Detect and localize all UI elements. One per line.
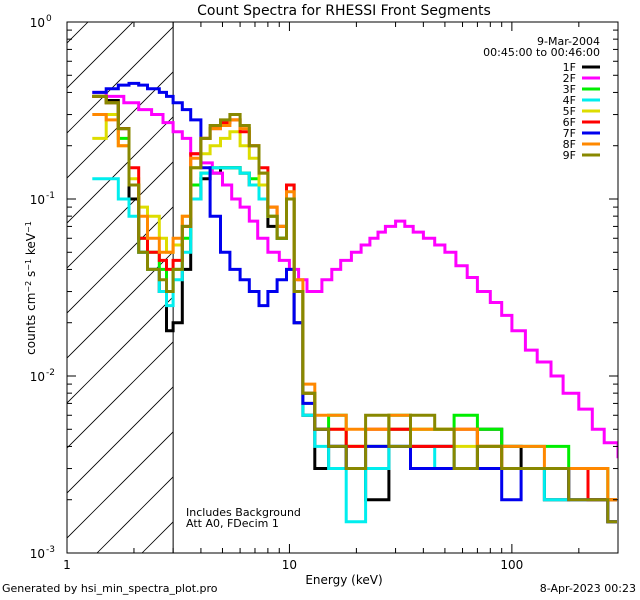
x-axis-ticks: 1 10 100 [63,22,619,572]
generated-by-note: Generated by hsi_min_spectra_plot.pro [2,582,218,595]
hatch-line [96,476,174,553]
series-6F [92,94,617,502]
legend-label-9F: 9F [563,149,576,162]
series-1F [92,94,617,524]
y-tick-label: 10 [30,193,45,207]
hatch-line [67,206,174,314]
y-tick-exponent: -3 [46,545,55,555]
hatch-line [67,386,174,494]
annotation-text: Att A0, FDecim 1 [186,517,279,530]
legend-label-2F: 2F [563,72,576,85]
y-tick-exponent: -1 [46,191,55,201]
series-3F [92,94,617,502]
series-7F [92,81,617,524]
y-tick-label: 10 [30,370,45,384]
legend-label-4F: 4F [563,94,576,107]
legend-label-7F: 7F [563,127,576,140]
hatch-line [67,296,174,404]
x-axis-label: Energy (keV) [305,573,382,587]
footer-timestamp: 8-Apr-2023 00:23 [539,582,636,595]
legend-time-range: 00:45:00 to 00:46:00 [483,46,600,59]
hatch-line [67,161,174,269]
hatch-line [67,22,134,89]
x-tick-label: 10 [282,558,297,572]
y-tick-label: 10 [30,547,45,561]
legend-label-8F: 8F [563,138,576,151]
legend-label-6F: 6F [563,116,576,129]
hatch-line [0,0,112,553]
y-tick-label: 10 [30,16,45,30]
annotation-text: Includes Background [186,506,301,519]
y-tick-exponent: 0 [46,14,52,24]
x-tick-label: 100 [500,558,523,572]
chart-title: Count Spectra for RHESSI Front Segments [197,3,491,19]
series-lines [92,81,618,524]
legend-label-3F: 3F [563,83,576,96]
y-axis-label: counts cm−2 s−1 keV−1 [24,221,39,355]
legend-date: 9-Mar-2004 [537,35,600,48]
hatch-line [67,251,174,359]
legend: 9-Mar-2004 00:45:00 to 00:46:00 1F2F3F4F… [483,35,600,162]
hatch-line [67,26,174,134]
legend-label-1F: 1F [563,61,576,74]
y-tick-exponent: -2 [46,368,55,378]
hatch-line [67,71,174,179]
x-tick-label: 1 [63,558,71,572]
hatch-line [67,431,174,539]
series-9F [92,94,617,524]
plot-frame [66,21,619,554]
legend-label-5F: 5F [563,105,576,118]
